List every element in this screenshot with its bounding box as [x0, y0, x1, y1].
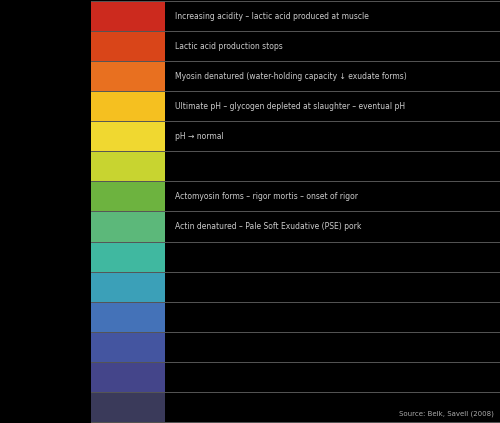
Bar	[91, 242, 166, 272]
Bar	[91, 332, 166, 362]
Text: pH → normal: pH → normal	[176, 132, 224, 141]
Bar	[91, 272, 166, 302]
Bar	[91, 151, 166, 181]
Bar	[91, 212, 166, 242]
Bar	[91, 91, 166, 121]
Bar	[91, 1, 166, 31]
Text: Actin denatured – Pale Soft Exudative (PSE) pork: Actin denatured – Pale Soft Exudative (P…	[176, 222, 362, 231]
Bar	[91, 302, 166, 332]
Text: Increasing acidity – lactic acid produced at muscle: Increasing acidity – lactic acid produce…	[176, 12, 370, 21]
Text: Lactic acid production stops: Lactic acid production stops	[176, 42, 283, 51]
Text: Myosin denatured (water-holding capacity ↓ exudate forms): Myosin denatured (water-holding capacity…	[176, 72, 407, 81]
Text: Actomyosin forms – rigor mortis – onset of rigor: Actomyosin forms – rigor mortis – onset …	[176, 192, 358, 201]
Text: Source: Belk, Savell (2008): Source: Belk, Savell (2008)	[399, 411, 494, 418]
Bar	[91, 181, 166, 212]
Bar	[91, 362, 166, 392]
Bar	[91, 392, 166, 422]
Bar	[91, 31, 166, 61]
Bar	[91, 61, 166, 91]
Text: Ultimate pH – glycogen depleted at slaughter – eventual pH: Ultimate pH – glycogen depleted at slaug…	[176, 102, 406, 111]
Bar	[91, 121, 166, 151]
